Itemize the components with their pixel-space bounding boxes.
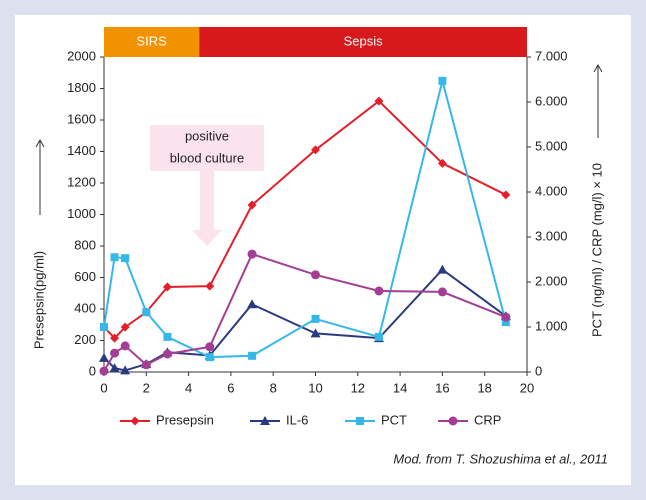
x-tick-label: 2 [143, 380, 150, 395]
marker [437, 158, 447, 168]
x-tick-label: 6 [227, 380, 234, 395]
y2-tick-label: 4.000 [535, 183, 568, 198]
y-tick-label: 1200 [67, 174, 96, 189]
y-tick-label: 400 [74, 300, 96, 315]
marker [205, 342, 215, 352]
marker [247, 249, 257, 259]
marker [109, 363, 120, 373]
y2-tick-label: 3.000 [535, 228, 568, 243]
legend-label: CRP [474, 412, 501, 427]
x-tick-label: 20 [520, 380, 534, 395]
axis-arrow [35, 138, 45, 148]
x-tick-label: 18 [477, 380, 491, 395]
marker [310, 328, 321, 338]
y2-axis-label: PCT (ng/ml) / CRP (mg/l) × 10 [589, 163, 604, 337]
y2-tick-label: 2.000 [535, 273, 568, 288]
x-tick-label: 12 [351, 380, 365, 395]
x-tick-label: 0 [100, 380, 107, 395]
marker [205, 353, 214, 362]
y2-tick-label: 7.000 [535, 48, 568, 63]
marker [120, 322, 130, 332]
y-tick-label: 1800 [67, 80, 96, 95]
marker [121, 254, 130, 263]
marker [100, 323, 108, 331]
marker [247, 200, 257, 210]
marker [501, 318, 510, 327]
marker [437, 287, 447, 297]
marker [448, 416, 458, 426]
marker [130, 416, 140, 426]
phase-label: SIRS [136, 33, 167, 48]
marker [110, 253, 119, 262]
legend-label: Presepsin [156, 412, 214, 427]
annotation-text: blood culture [170, 150, 244, 165]
axis-arrow [593, 63, 603, 73]
marker [374, 286, 384, 296]
marker [501, 312, 511, 322]
x-tick-label: 8 [270, 380, 277, 395]
y2-tick-label: 5.000 [535, 138, 568, 153]
y-tick-label: 1400 [67, 143, 96, 158]
marker [374, 96, 384, 106]
y2-tick-label: 0 [535, 363, 542, 378]
annotation-arrow [192, 171, 222, 246]
marker [356, 417, 364, 425]
x-tick-label: 14 [393, 380, 407, 395]
marker [311, 314, 320, 323]
marker [162, 282, 172, 292]
marker [260, 416, 270, 425]
phase-band [199, 27, 528, 57]
source-note: Mod. from T. Shozushima et al., 2011 [393, 451, 608, 466]
marker [205, 281, 215, 291]
x-tick-label: 16 [435, 380, 449, 395]
marker [311, 145, 320, 155]
marker [110, 333, 120, 343]
y-tick-label: 1000 [67, 206, 96, 221]
panel [15, 15, 631, 485]
marker [438, 76, 447, 85]
marker [141, 360, 151, 370]
legend-label: IL-6 [286, 412, 308, 427]
marker [501, 190, 511, 200]
marker [163, 332, 172, 341]
y2-tick-label: 1.000 [535, 318, 568, 333]
y-tick-label: 800 [74, 237, 96, 252]
marker [162, 349, 172, 359]
y-tick-label: 200 [74, 332, 96, 347]
phase-band [104, 27, 200, 57]
annotation-box [150, 125, 264, 171]
y-axis-label: Presepsin(pg/ml) [31, 251, 46, 349]
marker [311, 270, 320, 280]
phase-label: Sepsis [344, 33, 384, 48]
marker [247, 299, 258, 309]
y-tick-label: 2000 [67, 48, 96, 63]
y2-tick-label: 6.000 [535, 93, 568, 108]
y-tick-label: 0 [89, 363, 96, 378]
y-tick-label: 600 [74, 269, 96, 284]
marker [142, 308, 151, 317]
marker [437, 264, 448, 274]
marker [248, 351, 257, 360]
marker [99, 366, 109, 376]
y-tick-label: 1600 [67, 111, 96, 126]
x-tick-label: 10 [308, 380, 322, 395]
marker [120, 341, 130, 351]
marker [110, 348, 120, 358]
marker [99, 352, 109, 362]
marker [120, 365, 131, 375]
legend-label: PCT [381, 412, 407, 427]
annotation-text: positive [185, 128, 229, 143]
marker [374, 332, 383, 341]
x-tick-label: 4 [185, 380, 192, 395]
